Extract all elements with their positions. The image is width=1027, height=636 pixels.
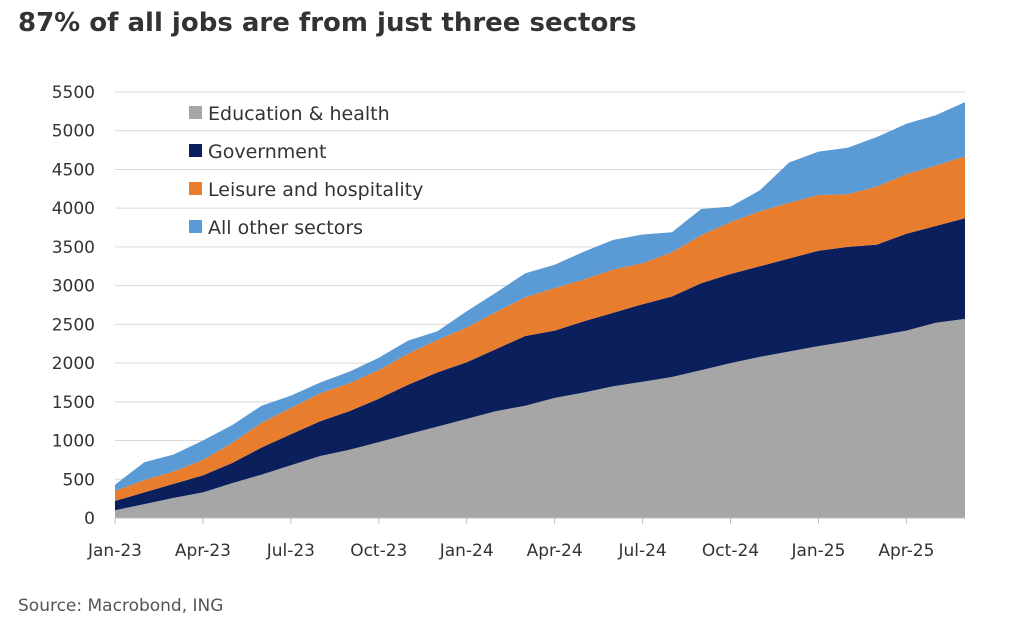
x-tick-label: Jan-23 <box>87 541 142 561</box>
y-tick-label: 4000 <box>52 199 95 219</box>
y-tick-label: 2000 <box>52 354 95 374</box>
legend-label: Education & health <box>208 103 390 125</box>
x-tick-label: Jan-25 <box>790 541 845 561</box>
y-tick-label: 1500 <box>52 393 95 413</box>
source-note: Source: Macrobond, ING <box>18 596 224 616</box>
x-tick-label: Jul-23 <box>266 541 315 561</box>
area-series <box>115 102 965 518</box>
area-series-4 <box>115 102 965 491</box>
x-tick-label: Jan-24 <box>439 541 494 561</box>
y-tick-label: 4500 <box>52 160 95 180</box>
x-tick-label: Jul-24 <box>617 541 666 561</box>
y-tick-label: 5000 <box>52 122 95 142</box>
legend-swatch <box>189 220 202 233</box>
x-tick-label: Apr-25 <box>878 541 934 561</box>
y-tick-label: 0 <box>84 509 95 529</box>
y-tick-label: 500 <box>63 470 95 490</box>
axes: 0 500 1000 1500 2000 2500 3000 3500 4000 4500 5000… <box>52 83 965 561</box>
legend-swatch <box>189 182 202 195</box>
x-tick-label: Apr-24 <box>527 541 583 561</box>
legend-swatch <box>189 106 202 119</box>
y-tick-label: 3500 <box>52 238 95 258</box>
area-series-3 <box>115 156 965 502</box>
legend-swatch <box>189 144 202 157</box>
x-tick-label: Oct-24 <box>702 541 759 561</box>
legend: Education & health Government Leisure and … <box>189 103 423 239</box>
area-series-2 <box>115 218 965 511</box>
legend-label: Leisure and hospitality <box>208 179 423 201</box>
y-tick-label: 5500 <box>52 83 95 103</box>
y-tick-label: 2500 <box>52 315 95 335</box>
y-tick-label: 1000 <box>52 432 95 452</box>
y-tick-label: 3000 <box>52 277 95 297</box>
x-tick-label: Oct-23 <box>350 541 407 561</box>
x-tick-label: Apr-23 <box>175 541 231 561</box>
area-series-1 <box>115 318 965 518</box>
chart-title: 87% of all jobs are from just three sect… <box>18 8 637 38</box>
legend-label: All other sectors <box>208 217 363 239</box>
legend-label: Government <box>208 141 327 163</box>
